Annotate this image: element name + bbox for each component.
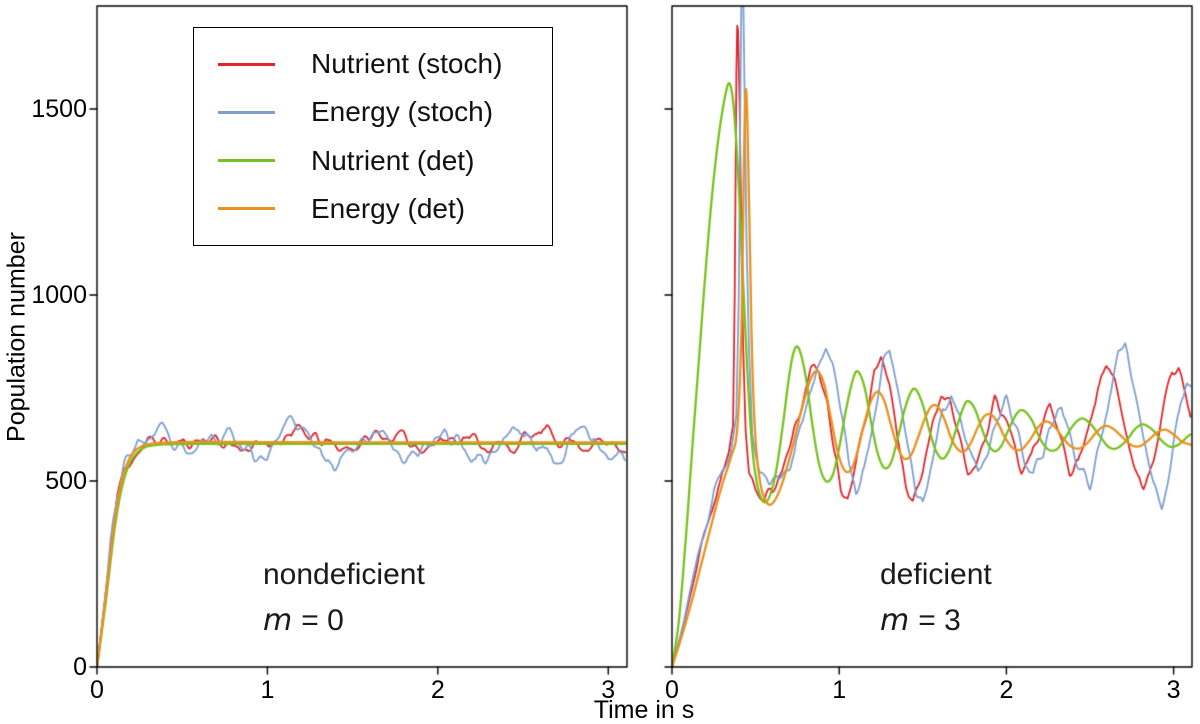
- x-axis-label: Time in s: [593, 696, 695, 724]
- annotation-formula: m = 0: [263, 598, 425, 644]
- y-tick-label: 1500: [31, 95, 87, 124]
- annotation-variable: m: [263, 603, 293, 638]
- legend-line-swatch-red: [218, 62, 275, 66]
- x-tick-label: 3: [1166, 676, 1181, 704]
- legend-label: Energy (stoch): [311, 96, 494, 128]
- legend-line-swatch-orange: [218, 207, 275, 211]
- legend-item: Nutrient (stoch): [218, 48, 552, 80]
- annotation-nondeficient: nondeficient m = 0: [263, 552, 425, 644]
- x-tick-label: 1: [260, 676, 275, 704]
- legend-item: Energy (det): [218, 193, 552, 225]
- legend-item: Energy (stoch): [218, 96, 552, 128]
- annotation-value: = 0: [301, 604, 344, 637]
- legend-label: Nutrient (det): [311, 144, 475, 176]
- annotation-formula: m = 3: [880, 598, 992, 644]
- legend-line-swatch-green: [218, 159, 275, 163]
- y-tick-label: 0: [73, 653, 87, 681]
- legend-line-swatch-blue: [218, 110, 275, 114]
- legend-label: Energy (det): [311, 192, 466, 224]
- annotation-title: deficient: [880, 558, 992, 591]
- annotation-deficient: deficient m = 3: [880, 552, 992, 644]
- legend: Nutrient (stoch) Energy (stoch) Nutrient…: [193, 27, 553, 246]
- y-tick-label: 500: [45, 467, 87, 495]
- annotation-variable: m: [880, 603, 910, 638]
- legend-item: Nutrient (det): [218, 145, 552, 177]
- y-axis-label: Population number: [2, 232, 31, 442]
- x-tick-label: 2: [430, 676, 445, 704]
- y-tick-label: 1000: [31, 281, 87, 310]
- annotation-value: = 3: [918, 604, 961, 637]
- annotation-title: nondeficient: [263, 558, 425, 591]
- x-tick-label: 0: [665, 676, 679, 704]
- x-tick-label: 3: [601, 676, 616, 704]
- x-tick-label: 0: [90, 676, 104, 704]
- x-tick-label: 2: [999, 676, 1014, 704]
- x-tick-label: 1: [832, 676, 847, 704]
- legend-label: Nutrient (stoch): [311, 48, 503, 80]
